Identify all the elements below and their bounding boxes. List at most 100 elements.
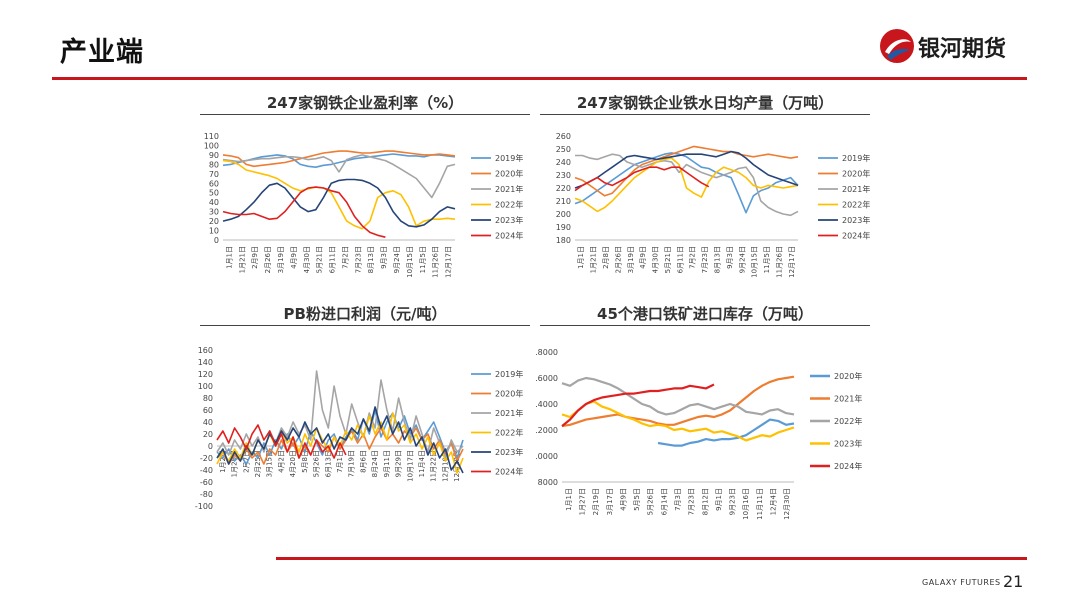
x-tick-label: 4月20日 bbox=[289, 450, 297, 477]
y-tick-label: 50 bbox=[209, 189, 219, 198]
x-tick-label: 9月3日 bbox=[726, 246, 734, 269]
series-line bbox=[222, 186, 386, 238]
y-tick-label: 60 bbox=[203, 406, 213, 415]
y-tick-label: 190 bbox=[556, 223, 571, 232]
x-tick-label: 1月1日 bbox=[565, 488, 573, 511]
x-tick-label: 10月15日 bbox=[406, 246, 414, 278]
x-tick-label: 5月26日 bbox=[313, 450, 321, 477]
y-tick-label: 140 bbox=[198, 358, 213, 367]
series-line bbox=[574, 145, 799, 197]
chart-title: 45个港口铁矿进口库存（万吨） bbox=[597, 305, 813, 323]
x-tick-label: 4月9日 bbox=[619, 488, 627, 511]
series-line bbox=[222, 154, 456, 199]
series-line bbox=[561, 376, 795, 416]
series-line bbox=[561, 383, 715, 427]
x-tick-label: 5月21日 bbox=[316, 246, 324, 273]
series-line bbox=[657, 418, 795, 447]
series-line bbox=[216, 424, 347, 459]
series-line bbox=[561, 400, 795, 442]
hot-metal-output-chart: 180 190 200 210 220 230 240 250 260 1月1日 1月21日 2月8日… bbox=[556, 132, 871, 278]
legend-label: 2023年 bbox=[842, 215, 870, 225]
y-tick-label: 100 bbox=[198, 382, 213, 391]
x-tick-label: 12月28日 bbox=[453, 450, 461, 482]
y-tick-label: .4000 bbox=[535, 400, 558, 409]
y-tick-label: 250 bbox=[556, 145, 571, 154]
legend-label: 2021年 bbox=[842, 184, 870, 194]
x-tick-label: 9月11日 bbox=[383, 450, 391, 477]
y-tick-label: 180 bbox=[556, 236, 571, 245]
y-tick-label: 30 bbox=[209, 208, 219, 217]
x-tick-label: 1月21日 bbox=[590, 246, 598, 273]
x-tick-label: 8月12日 bbox=[701, 488, 709, 515]
series-line bbox=[222, 153, 456, 168]
x-tick-label: 11月5日 bbox=[763, 246, 771, 273]
legend-label: 2024年 bbox=[842, 231, 870, 241]
y-tick-label: 40 bbox=[203, 418, 213, 427]
legend-label: 2023年 bbox=[495, 215, 523, 225]
x-tick-label: 9月24日 bbox=[393, 246, 401, 273]
y-tick-label: 220 bbox=[556, 184, 571, 193]
chart-title: 247家钢铁企业铁水日均产量（万吨） bbox=[576, 94, 834, 112]
legend-label: 2020年 bbox=[834, 371, 862, 381]
y-tick-label: 230 bbox=[556, 171, 571, 180]
y-tick-label: 90 bbox=[209, 151, 219, 160]
x-tick-label: 11月26日 bbox=[775, 246, 783, 278]
y-tick-label: 120 bbox=[198, 370, 213, 379]
x-tick-label: 8月6日 bbox=[359, 450, 367, 473]
y-tick-label: .2000 bbox=[535, 426, 558, 435]
series-line bbox=[222, 150, 456, 168]
x-tick-label: 8月13日 bbox=[713, 246, 721, 273]
legend-label: 2019年 bbox=[495, 153, 523, 163]
y-tick-label: 40 bbox=[209, 198, 219, 207]
series-line bbox=[216, 427, 464, 465]
series-line bbox=[575, 153, 799, 217]
x-tick-label: 12月10日 bbox=[441, 450, 449, 482]
series-line bbox=[574, 152, 799, 214]
page-number: 21 bbox=[1003, 572, 1024, 591]
y-tick-label: -60 bbox=[200, 478, 213, 487]
y-tick-label: 210 bbox=[556, 197, 571, 206]
port-inventory-chart: .8000 .6000 .4000 .2000 .0000 8000 1月1日 1月27日 2月… bbox=[535, 348, 862, 520]
x-tick-label: 1月1日 bbox=[577, 246, 585, 269]
x-tick-label: 10月16日 bbox=[742, 488, 750, 520]
legend-label: 2019年 bbox=[842, 153, 870, 163]
x-tick-label: 7月23日 bbox=[701, 246, 709, 273]
y-tick-label: 240 bbox=[556, 158, 571, 167]
y-tick-label: .8000 bbox=[535, 348, 558, 357]
x-tick-label: 4月9日 bbox=[639, 246, 647, 269]
x-tick-label: 4月30日 bbox=[652, 246, 660, 273]
x-tick-label: 9月3日 bbox=[380, 246, 388, 269]
chart-title-rule bbox=[200, 114, 530, 115]
legend-label: 2020年 bbox=[495, 389, 523, 399]
x-tick-label: 6月11日 bbox=[329, 246, 337, 273]
x-tick-label: 2月26日 bbox=[614, 246, 622, 273]
x-tick-label: 1月21日 bbox=[238, 246, 246, 273]
x-tick-label: 5月5日 bbox=[633, 488, 641, 511]
legend-label: 2020年 bbox=[495, 169, 523, 179]
legend-label: 2023年 bbox=[834, 439, 862, 449]
series-line bbox=[216, 406, 464, 474]
x-tick-label: 1月20日 bbox=[231, 450, 239, 477]
x-tick-label: 4月2日 bbox=[277, 450, 285, 473]
series-line bbox=[574, 157, 799, 213]
chart-title: 247家钢铁企业盈利率（%） bbox=[266, 94, 464, 112]
chart-title-rule bbox=[540, 325, 870, 326]
x-tick-label: 2月8日 bbox=[602, 246, 610, 269]
y-tick-label: 20 bbox=[209, 217, 219, 226]
x-tick-label: 11月5日 bbox=[419, 246, 427, 273]
x-tick-label: 7月1日 bbox=[336, 450, 344, 473]
legend-label: 2020年 bbox=[842, 169, 870, 179]
x-tick-label: 11月22日 bbox=[430, 450, 438, 482]
x-tick-label: 5月21日 bbox=[664, 246, 672, 273]
y-tick-label: 110 bbox=[204, 132, 219, 141]
y-tick-label: 70 bbox=[209, 170, 219, 179]
legend-label: 2022年 bbox=[842, 200, 870, 210]
y-tick-label: 80 bbox=[209, 160, 219, 169]
legend-label: 2021年 bbox=[495, 184, 523, 194]
x-tick-label: 8月13日 bbox=[367, 246, 375, 273]
y-tick-label: 10 bbox=[209, 227, 219, 236]
legend-label: 2022年 bbox=[495, 200, 523, 210]
x-tick-label: 12月30日 bbox=[783, 488, 791, 520]
y-tick-label: 60 bbox=[209, 179, 219, 188]
